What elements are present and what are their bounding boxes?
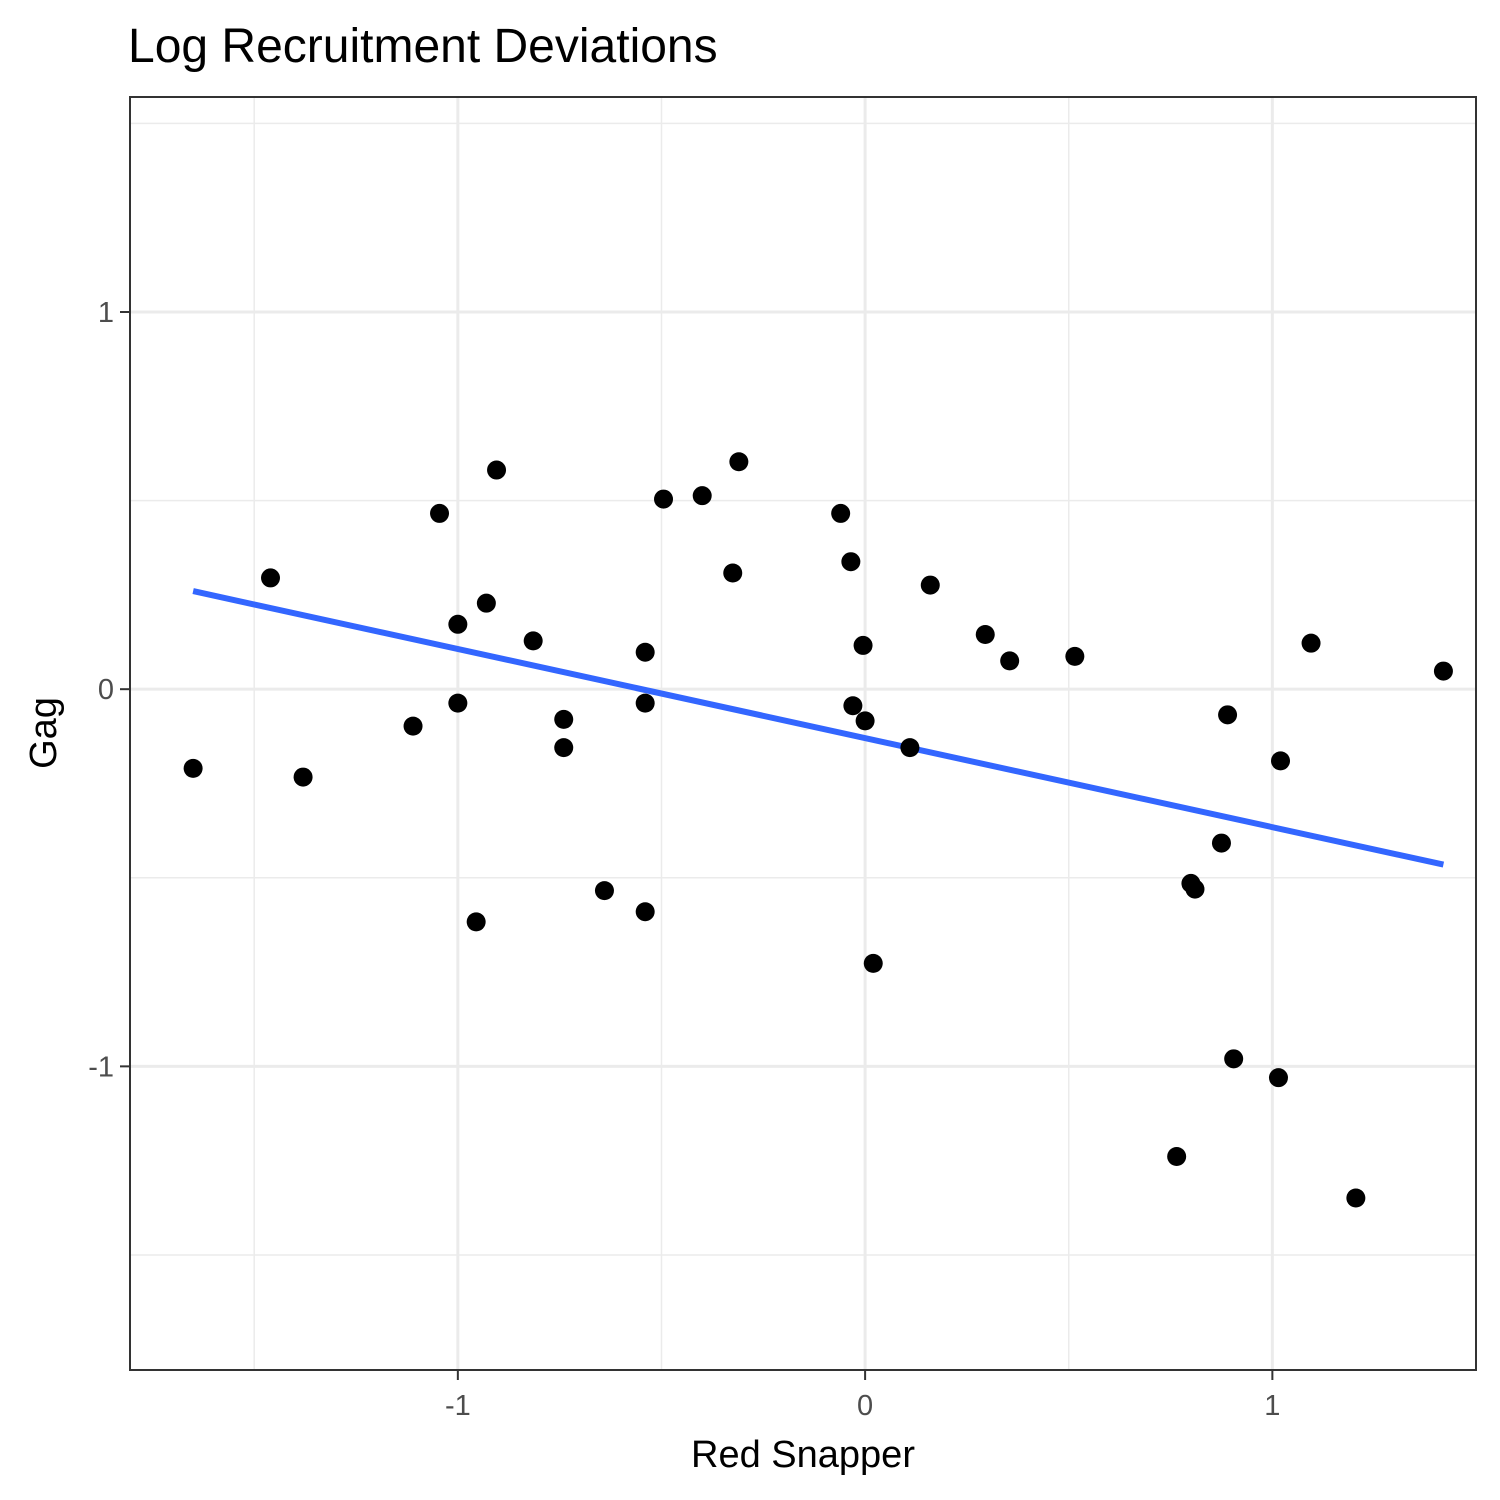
points-layer <box>183 452 1453 1208</box>
data-point <box>1065 646 1085 666</box>
data-point <box>1000 651 1020 671</box>
data-point <box>863 953 883 973</box>
plot-border <box>129 96 1477 1371</box>
data-point <box>1346 1188 1366 1208</box>
data-point <box>729 452 749 472</box>
y-tick-label: -1 <box>88 1051 114 1083</box>
data-point <box>1224 1049 1244 1069</box>
data-point <box>1167 1147 1187 1167</box>
data-point <box>403 716 423 736</box>
data-point <box>554 738 574 758</box>
x-tick-label: -1 <box>445 1390 471 1422</box>
data-point <box>841 552 861 572</box>
data-point <box>692 486 712 506</box>
trend-line <box>192 588 1445 868</box>
data-point <box>831 503 851 523</box>
data-point <box>1218 705 1238 725</box>
data-point <box>1185 879 1205 899</box>
data-point <box>635 642 655 662</box>
data-point <box>466 912 486 932</box>
data-point <box>635 693 655 713</box>
data-point <box>1271 751 1291 771</box>
y-axis-ticks: -1 0 1 <box>88 297 130 1083</box>
data-point <box>487 460 507 480</box>
x-tick-label: 1 <box>1264 1390 1280 1422</box>
data-point <box>1301 633 1321 653</box>
data-point <box>594 881 614 901</box>
x-axis-label: Red Snapper <box>691 1434 915 1476</box>
x-tick-label: 0 <box>857 1390 873 1422</box>
data-point <box>855 711 875 731</box>
data-point <box>293 767 313 787</box>
data-point <box>920 575 940 595</box>
data-point <box>430 503 450 523</box>
data-point <box>448 614 468 634</box>
data-point <box>448 693 468 713</box>
data-point <box>1211 833 1231 853</box>
y-tick-label: 0 <box>98 674 114 706</box>
chart-title: Log Recruitment Deviations <box>128 20 718 73</box>
data-point <box>554 709 574 729</box>
data-point <box>853 635 873 655</box>
data-point <box>476 593 496 613</box>
data-point <box>1268 1068 1288 1088</box>
plot-background <box>130 97 1476 1370</box>
trend-layer <box>192 588 1445 868</box>
data-point <box>843 696 863 716</box>
data-point <box>900 738 920 758</box>
data-point <box>723 563 743 583</box>
data-point <box>261 568 281 588</box>
data-point <box>654 489 674 509</box>
data-point <box>523 631 543 651</box>
y-axis-label: Gag <box>23 697 65 769</box>
data-point <box>1433 661 1453 681</box>
data-point <box>183 758 203 778</box>
data-point <box>975 624 995 644</box>
grid-major <box>130 97 1476 1370</box>
y-tick-label: 1 <box>98 297 114 329</box>
x-axis-ticks: -1 0 1 <box>445 1370 1280 1422</box>
data-point <box>635 902 655 922</box>
